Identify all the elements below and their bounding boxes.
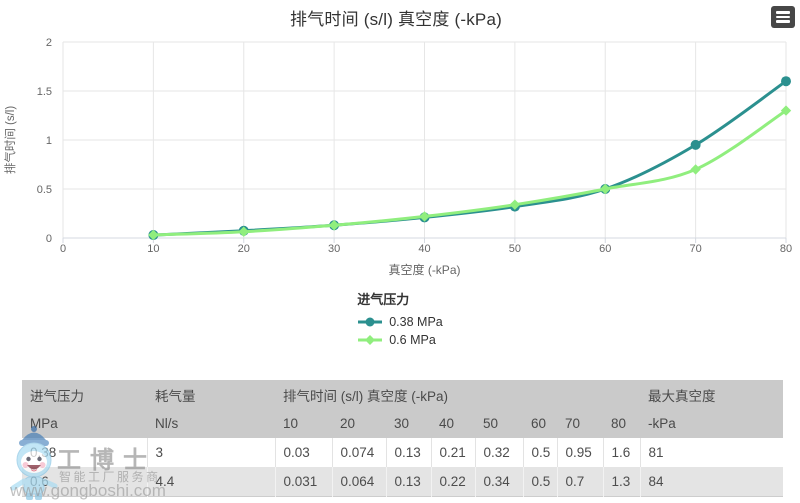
table-cell: 0.074 (332, 438, 387, 467)
table-cell: 0.064 (332, 467, 387, 497)
x-tick-label: 60 (599, 243, 611, 255)
x-tick-label: 40 (418, 243, 430, 255)
table-cell: 0.34 (475, 467, 524, 497)
table-group-header-cell: 进气压力 (22, 380, 147, 409)
y-tick-label: 2 (46, 37, 52, 49)
table-cell: 4.4 (147, 467, 276, 497)
table-group-header-cell: 耗气量 (147, 380, 275, 409)
table-unit-header-cell: -kPa (640, 409, 783, 438)
data-point-marker[interactable] (600, 183, 611, 195)
table-cell: 0.38 (22, 438, 148, 467)
y-tick-label: 1.5 (37, 86, 52, 98)
table-cell: 0.13 (386, 438, 432, 467)
table-unit-header-cell: 10 (275, 409, 332, 438)
x-tick-label: 0 (60, 243, 66, 255)
legend-item-label: 0.38 MPa (389, 315, 443, 329)
table-cell: 0.32 (475, 438, 524, 467)
x-tick-label: 20 (238, 243, 250, 255)
chart-legend: 进气压力 0.38 MPa 0.6 MPa (0, 289, 800, 349)
legend-item-1[interactable]: 0.6 MPa (357, 331, 443, 349)
x-tick-label: 50 (509, 243, 521, 255)
x-tick-label: 10 (147, 243, 159, 255)
table-cell: 0.03 (275, 438, 333, 467)
y-tick-label: 1 (46, 135, 52, 147)
table-unit-header-cell: Nl/s (147, 409, 275, 438)
table-unit-header-cell: 60 (523, 409, 557, 438)
table-unit-header-cell: 30 (386, 409, 431, 438)
data-point-marker[interactable] (690, 139, 701, 150)
table-unit-header-cell: 70 (557, 409, 603, 438)
table-unit-header-cell: MPa (22, 409, 147, 438)
chart-title: 排气时间 (s/l) 真空度 (-kPa) (290, 10, 502, 29)
legend-item-0[interactable]: 0.38 MPa (357, 313, 443, 331)
table-cell: 0.13 (386, 467, 432, 497)
data-point-marker[interactable] (238, 226, 249, 237)
table-group-header-cell: 最大真空度 (640, 380, 783, 409)
data-point-marker[interactable] (509, 199, 521, 210)
legend-title: 进气压力 (357, 292, 410, 307)
data-point-marker[interactable] (690, 164, 701, 175)
data-point-marker[interactable] (328, 220, 340, 231)
chart-export-menu-button[interactable] (771, 6, 795, 28)
y-tick-label: 0 (46, 233, 52, 245)
y-axis-title: 排气时间 (s/l) (3, 106, 17, 175)
table-unit-header-cell: 80 (603, 409, 640, 438)
table-cell: 3 (147, 438, 276, 467)
x-tick-label: 80 (780, 243, 792, 255)
spec-table: 进气压力 耗气量 排气时间 (s/l) 真空度 (-kPa) 最大真空度 MPa Nl/s… (22, 380, 783, 497)
table-cell: 0.21 (431, 438, 476, 467)
legend-marker-icon (358, 335, 383, 345)
table-cell: 0.031 (275, 467, 333, 497)
table-cell: 84 (640, 467, 783, 497)
table-row: 0.38 3 0.03 0.074 0.13 0.21 0.32 0.5 0.95 1.6 81 (22, 438, 783, 467)
table-unit-header-cell: 50 (475, 409, 523, 438)
table-cell: 0.5 (523, 438, 558, 467)
table-cell: 1.3 (603, 467, 641, 497)
table-cell: 81 (640, 438, 783, 467)
series-line-1[interactable] (151, 109, 788, 237)
y-tick-label: 0.5 (37, 184, 52, 196)
table-group-header-row: 进气压力 耗气量 排气时间 (s/l) 真空度 (-kPa) 最大真空度 (22, 380, 783, 409)
table-unit-header-cell: 40 (431, 409, 475, 438)
legend-item-label: 0.6 MPa (389, 333, 436, 347)
table-group-header-cell: 排气时间 (s/l) 真空度 (-kPa) (275, 380, 640, 409)
data-point-marker[interactable] (419, 211, 430, 222)
x-axis-title: 真空度 (-kPa) (388, 262, 460, 277)
x-tick-label: 30 (328, 243, 340, 255)
hamburger-icon (776, 11, 790, 23)
table-unit-header-row: MPa Nl/s 10 20 30 40 50 60 70 80 -kPa (22, 409, 783, 438)
table-cell: 0.7 (557, 467, 604, 497)
table-cell: 0.6 (22, 467, 148, 497)
legend-items: 0.38 MPa 0.6 MPa (357, 313, 443, 349)
table-cell: 0.22 (431, 467, 476, 497)
table-unit-header-cell: 20 (332, 409, 386, 438)
table-row: 0.6 4.4 0.031 0.064 0.13 0.22 0.34 0.5 0.7 1.3 84 (22, 467, 783, 497)
x-tick-label: 70 (690, 243, 702, 255)
table-cell: 0.95 (557, 438, 604, 467)
table-cell: 1.6 (603, 438, 641, 467)
data-point-marker[interactable] (148, 229, 159, 241)
legend-marker-icon (358, 317, 383, 327)
table-cell: 0.5 (523, 467, 558, 497)
data-point-marker[interactable] (781, 76, 791, 87)
data-point-marker[interactable] (780, 105, 792, 116)
